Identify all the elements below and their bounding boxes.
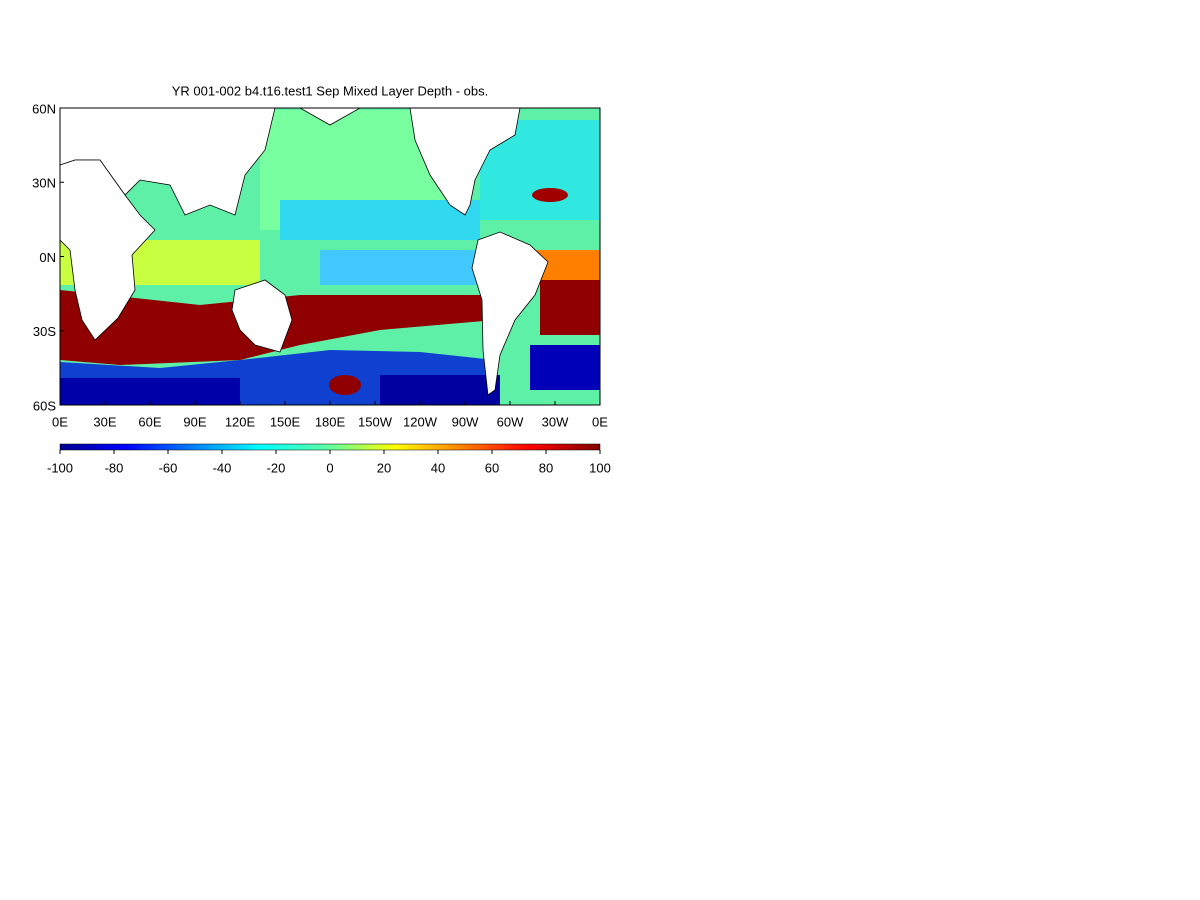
colorbar-tick-label: -60 (159, 460, 178, 475)
land-arctic (299, 108, 361, 126)
colorbar-tick-label: -20 (267, 460, 286, 475)
lon-tick-label: 30W (542, 414, 569, 429)
colorbar-tick-label: 100 (589, 460, 611, 475)
land-south-america (471, 231, 549, 396)
colorbar-tick-label: 0 (326, 460, 333, 475)
field-patch (320, 250, 480, 285)
lat-tick-label: 30S (33, 324, 56, 339)
map-field (60, 108, 600, 405)
field-patch (532, 188, 568, 202)
land-australia (231, 279, 293, 353)
colorbar (59, 443, 601, 451)
colorbar-tick-label: -100 (47, 460, 73, 475)
colorbar-tick-label: 80 (539, 460, 553, 475)
field-patch (60, 378, 240, 405)
lon-tick-label: 60E (138, 414, 161, 429)
lon-tick-label: 90W (452, 414, 479, 429)
lon-tick-label: 0E (592, 414, 608, 429)
field-patch (530, 345, 600, 390)
land-africa (60, 159, 156, 341)
lat-tick-label: 30N (32, 176, 56, 191)
lon-tick-label: 0E (52, 414, 68, 429)
land-north-america (409, 108, 521, 216)
field-patch (540, 280, 600, 335)
lon-tick-label: 120W (403, 414, 438, 429)
colorbar-tick-label: -80 (105, 460, 124, 475)
colorbar-tick-label: 60 (485, 460, 499, 475)
lat-tick-label: 60S (33, 398, 56, 413)
colorbar-tick-label: 20 (377, 460, 391, 475)
lon-tick-label: 60W (497, 414, 524, 429)
lon-tick-label: 180E (315, 414, 346, 429)
lon-tick-label: 30E (93, 414, 116, 429)
map-title: YR 001-002 b4.t16.test1 Sep Mixed Layer … (172, 83, 489, 98)
field-patch (280, 200, 480, 240)
lat-tick-label: 60N (32, 101, 56, 116)
lat-tick-label: 0N (39, 250, 56, 265)
field-patch (380, 375, 500, 405)
colorbar-tick-label: -40 (213, 460, 232, 475)
lon-tick-label: 150E (270, 414, 301, 429)
lon-tick-label: 120E (225, 414, 256, 429)
lon-tick-label: 150W (358, 414, 393, 429)
field-patch (329, 375, 361, 395)
lon-tick-label: 90E (183, 414, 206, 429)
colorbar-tick-label: 40 (431, 460, 445, 475)
